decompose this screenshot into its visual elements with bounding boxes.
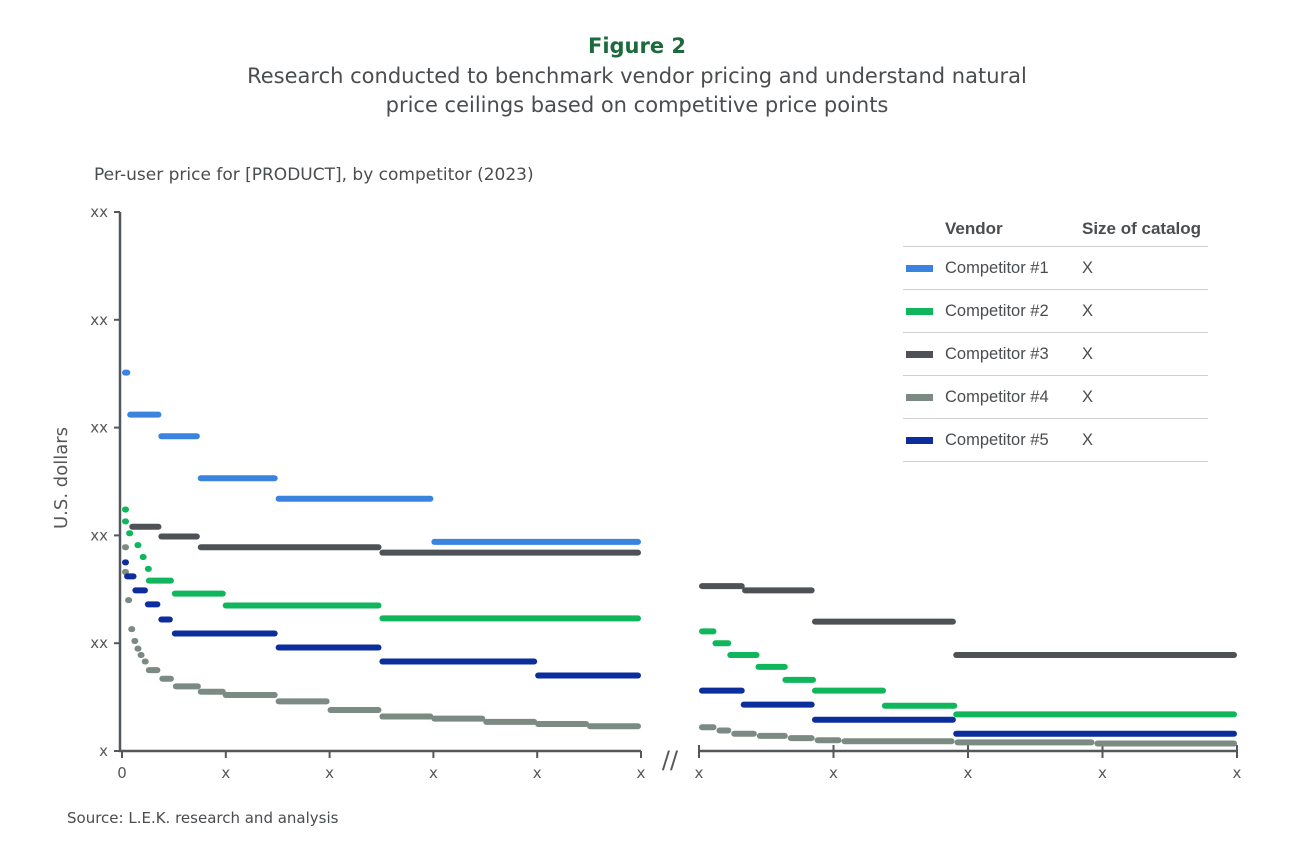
legend-vendor-name: Competitor #2 — [945, 301, 1049, 320]
series-competitor-5 — [122, 559, 1237, 737]
legend-swatch — [906, 350, 933, 358]
legend-header-size: Size of catalog — [1082, 219, 1202, 238]
y-tick-label: xx — [90, 526, 108, 544]
legend-catalog-size: X — [1082, 301, 1094, 320]
legend-row: Competitor #1 X — [903, 247, 1208, 290]
figure-label: Figure 2 — [587, 34, 687, 58]
legend-swatch — [906, 264, 933, 272]
legend-swatch — [906, 393, 933, 401]
chart-title: Research conducted to benchmark vendor p… — [0, 62, 1274, 120]
x-tick-label: x — [1233, 764, 1242, 782]
legend-catalog-size: X — [1082, 387, 1094, 406]
source-note: Source: L.E.K. research and analysis — [67, 809, 339, 827]
legend-row: Competitor #3 X — [903, 333, 1208, 376]
legend-swatch — [906, 307, 933, 315]
x-tick-label: x — [429, 764, 438, 782]
y-tick-label: xx — [90, 311, 108, 329]
y-tick-label: xx — [90, 634, 108, 652]
legend-header: Vendor Size of catalog — [903, 212, 1208, 247]
x-tick-label: 0 — [117, 764, 127, 782]
x-tick-label: x — [1098, 764, 1107, 782]
legend-vendor-name: Competitor #1 — [945, 258, 1049, 277]
legend-vendor-name: Competitor #5 — [945, 430, 1049, 449]
axis-break-marker: // — [662, 746, 679, 774]
legend-header-vendor: Vendor — [945, 219, 1003, 238]
legend-catalog-size: X — [1082, 258, 1094, 277]
series-competitor-1 — [122, 369, 641, 545]
x-tick-label: x — [637, 764, 646, 782]
legend-vendor-name: Competitor #4 — [945, 387, 1049, 406]
legend-catalog-size: X — [1082, 430, 1094, 449]
x-tick-label: x — [829, 764, 838, 782]
legend-row: Competitor #4 X — [903, 376, 1208, 419]
y-tick-label: xx — [90, 203, 108, 221]
legend-vendor-name: Competitor #3 — [945, 344, 1049, 363]
legend-swatch — [906, 436, 933, 444]
y-axis-label: U.S. dollars — [51, 427, 72, 529]
x-tick-label: x — [695, 764, 704, 782]
legend-table: Vendor Size of catalog Competitor #1 X Com… — [903, 212, 1208, 462]
legend-row: Competitor #2 X — [903, 290, 1208, 333]
legend-row: Competitor #5 X — [903, 419, 1208, 462]
series-competitor-3 — [129, 523, 1237, 659]
y-tick-label: xx — [90, 419, 108, 437]
series-competitor-4 — [122, 544, 1237, 747]
title-line-1: Research conducted to benchmark vendor p… — [247, 64, 1027, 88]
y-tick-label: x — [99, 742, 108, 760]
legend-catalog-size: X — [1082, 344, 1094, 363]
x-tick-label: x — [221, 764, 230, 782]
chart-subtitle: Per-user price for [PRODUCT], by competi… — [94, 165, 534, 185]
series-competitor-2 — [122, 506, 1237, 718]
x-tick-label: x — [533, 764, 542, 782]
title-line-2: price ceilings based on competitive pric… — [385, 93, 889, 117]
x-tick-label: x — [325, 764, 334, 782]
x-tick-label: x — [964, 764, 973, 782]
